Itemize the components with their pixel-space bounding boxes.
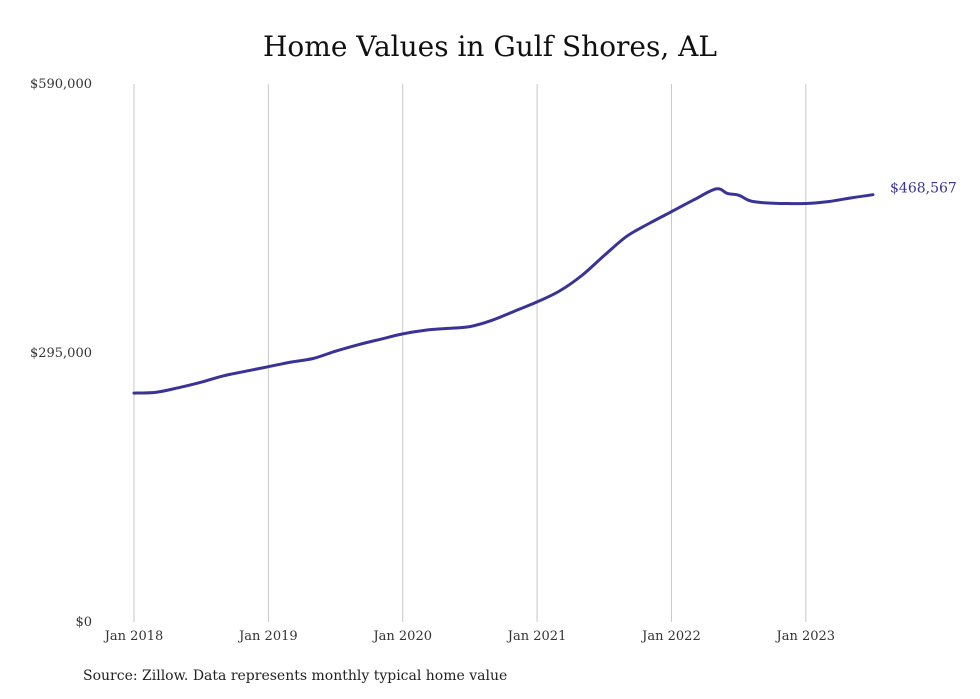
x-axis-ticks: Jan 2018 Jan 2019 Jan 2020 Jan 2021 Jan 2022… [103, 629, 835, 644]
home-value-line [132, 187, 875, 395]
chart-title: Home Values in Gulf Shores, AL [263, 30, 717, 63]
y-tick-label: $590,000 [30, 77, 92, 92]
y-tick-label: $295,000 [30, 346, 92, 361]
end-value-label: $468,567 [890, 181, 957, 197]
x-tick-label: Jan 2019 [237, 629, 298, 644]
x-tick-label: Jan 2018 [103, 629, 164, 644]
x-tick-label: Jan 2023 [775, 629, 836, 644]
x-tick-label: Jan 2022 [640, 629, 701, 644]
y-tick-label: $0 [75, 615, 92, 630]
source-note: Source: Zillow. Data represents monthly … [83, 668, 508, 684]
gridlines [133, 84, 807, 622]
y-axis-ticks: $0 $295,000 $590,000 [30, 77, 92, 630]
x-tick-label: Jan 2021 [506, 629, 567, 644]
x-tick-label: Jan 2020 [371, 629, 432, 644]
